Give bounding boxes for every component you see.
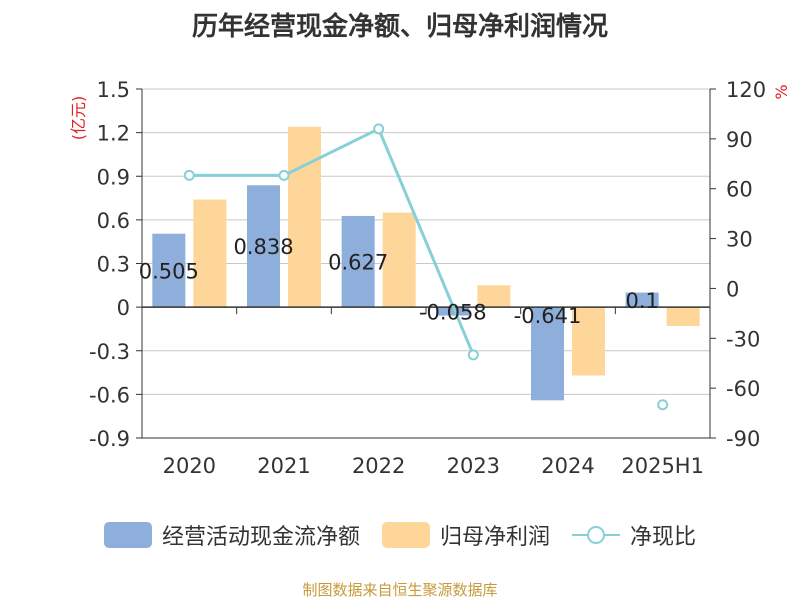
bar-cashflow (436, 307, 470, 316)
point-ratio (467, 349, 479, 361)
chart: 1.5 1.2 0.9 0.6 0.3 0 -0.3 -0.6 -0.9 120 90 60 30 0 -3… (69, 78, 791, 478)
bar-profit (477, 285, 511, 308)
legend-label-ratio: 净现比 (630, 525, 697, 550)
bar-cashflow (247, 185, 280, 308)
legend-swatch-profit (381, 522, 430, 548)
x-tick-label: 2022 (352, 454, 405, 478)
source-note: 制图数据来自恒生聚源数据库 (302, 581, 498, 599)
data-label-cashflow: -0.058 (419, 300, 487, 324)
bar-profit (666, 307, 700, 327)
x-tick-label: 2020 (163, 454, 216, 478)
bar-profit (382, 212, 416, 308)
y-left-tick-label: 0.3 (97, 253, 130, 277)
y-right-tick-label: -90 (726, 427, 760, 451)
y-left-tick-label: 0.6 (97, 209, 130, 233)
y-left-tick-label: 0 (117, 296, 130, 320)
y-left-tick-label: -0.6 (89, 383, 130, 407)
legend-swatch-cashflow (103, 522, 152, 548)
y-left-tick-label: -0.3 (89, 340, 130, 364)
y-right-tick-label: 90 (726, 128, 753, 152)
point-ratio (183, 169, 195, 181)
legend-item-cashflow[interactable]: 经营活动现金流净额 (103, 519, 360, 551)
y-right-tick-label: 0 (726, 277, 739, 301)
data-label-cashflow: -0.641 (514, 304, 582, 328)
bar-profit (288, 126, 321, 308)
point-ratio (657, 399, 669, 411)
data-label-cashflow: 0.505 (139, 259, 199, 283)
chart-title: 历年经营现金净额、归母净利润情况 (191, 12, 608, 42)
legend: 经营活动现金流净额 归母净利润 净现比 (0, 515, 800, 555)
y-left-tick-label: 0.9 (97, 165, 130, 189)
y-right-tick-label: 30 (726, 228, 753, 252)
bar-cashflow (531, 307, 564, 401)
point-ratio (373, 123, 385, 135)
bar-cashflow (625, 292, 659, 308)
bar-cashflow (152, 233, 186, 308)
point-ratio (278, 169, 290, 181)
y-left-tick-label: 1.5 (97, 78, 130, 102)
y-right-tick-label: -60 (726, 377, 760, 401)
y-right-tick-label: 60 (726, 178, 753, 202)
x-tick-label: 2024 (541, 454, 594, 478)
y-right-tick-label: -30 (726, 327, 760, 351)
y-left-tick-label: 1.2 (97, 122, 130, 146)
y-left-axis-label: (亿元) (69, 96, 88, 141)
y-right-tick-label: 120 (726, 78, 766, 102)
legend-item-profit[interactable]: 归母净利润 (381, 519, 550, 551)
legend-item-ratio[interactable]: 净现比 (572, 519, 696, 551)
bar-profit (193, 199, 227, 308)
line-ratio (189, 126, 475, 356)
bar-profit (572, 307, 605, 376)
legend-swatch-ratio (572, 522, 620, 548)
y-left-tick-label: -0.9 (89, 427, 130, 451)
data-label-cashflow: 0.838 (233, 235, 293, 259)
y-right-axis-label: % (772, 84, 791, 99)
bar-cashflow (341, 215, 375, 308)
x-tick-label: 2025H1 (621, 454, 704, 478)
x-tick-label: 2023 (447, 454, 500, 478)
data-label-cashflow: 0.1 (625, 289, 658, 313)
legend-label-cashflow: 经营活动现金流净额 (161, 525, 360, 550)
data-label-cashflow: 0.627 (328, 251, 388, 275)
legend-label-profit: 归母净利润 (439, 525, 550, 550)
x-tick-label: 2021 (257, 454, 310, 478)
